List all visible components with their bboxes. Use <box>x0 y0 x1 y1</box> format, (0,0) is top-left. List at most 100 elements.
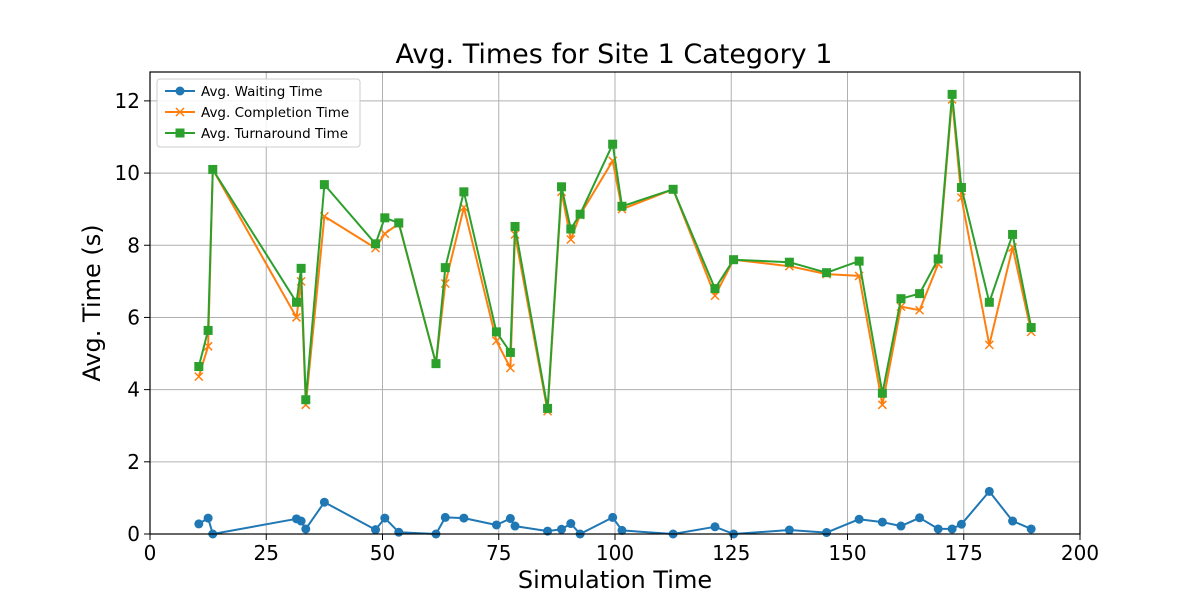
data-point <box>380 213 390 223</box>
data-point <box>947 89 957 99</box>
data-point <box>319 497 329 507</box>
x-tick-label: 125 <box>712 541 750 565</box>
data-point <box>505 363 515 373</box>
data-point <box>947 524 957 534</box>
data-point <box>710 284 720 294</box>
data-point <box>566 519 576 529</box>
data-point <box>543 526 553 536</box>
data-point <box>710 522 720 532</box>
axis-ticks: 0 25 50 75 100 125 150 175 200 0 2 4 6 8 10 12 <box>115 89 1100 565</box>
data-point <box>394 218 404 228</box>
data-point <box>1008 516 1018 526</box>
data-point <box>984 340 994 350</box>
data-point <box>575 209 585 219</box>
data-point <box>1026 323 1036 333</box>
data-point <box>557 524 567 534</box>
data-point <box>956 519 966 529</box>
y-tick-label: 0 <box>127 522 140 546</box>
y-tick-label: 4 <box>127 378 140 402</box>
data-point <box>710 291 720 301</box>
y-axis-title: Avg. Time (s) <box>78 224 106 381</box>
data-point <box>608 139 618 149</box>
x-axis-title: Simulation Time <box>518 566 712 594</box>
data-point <box>291 297 301 307</box>
data-point <box>491 520 501 530</box>
data-point <box>459 513 469 523</box>
legend-label: Avg. Waiting Time <box>201 84 323 100</box>
data-point <box>915 513 925 523</box>
data-point <box>194 519 204 529</box>
data-point <box>380 229 390 239</box>
data-point <box>784 257 794 267</box>
legend-marker <box>175 128 185 138</box>
data-point <box>505 347 515 357</box>
data-point <box>380 513 390 523</box>
data-point <box>1008 229 1018 239</box>
data-point <box>505 513 515 523</box>
data-point <box>371 525 381 535</box>
x-tick-label: 25 <box>254 541 279 565</box>
data-point <box>896 294 906 304</box>
data-point <box>915 289 925 299</box>
data-point <box>1026 524 1036 534</box>
legend-box <box>156 78 361 148</box>
data-point <box>431 359 441 369</box>
data-point <box>608 512 618 522</box>
legend-label: Avg. Turnaround Time <box>201 126 348 142</box>
data-point <box>301 524 311 534</box>
data-point <box>394 527 404 537</box>
data-point <box>291 312 302 322</box>
series-avg-waiting-time <box>194 486 1036 539</box>
legend-marker <box>175 86 185 96</box>
data-point <box>984 486 994 496</box>
data-point <box>617 201 627 211</box>
series-layer <box>194 89 1036 539</box>
x-tick-label: 150 <box>828 541 866 565</box>
x-tick-label: 100 <box>596 541 634 565</box>
x-tick-label: 175 <box>945 541 983 565</box>
legend: Avg. Waiting Time Avg. Completion Time Avg… <box>156 78 361 148</box>
y-tick-label: 6 <box>127 305 140 329</box>
data-point <box>566 234 576 245</box>
data-point <box>729 255 739 265</box>
data-point <box>668 184 678 194</box>
x-tick-label: 200 <box>1061 541 1099 565</box>
data-point <box>933 254 943 264</box>
data-point <box>301 395 311 405</box>
data-point <box>510 221 520 231</box>
data-point <box>933 524 943 534</box>
data-point <box>984 297 994 307</box>
data-point <box>440 512 450 522</box>
y-tick-label: 8 <box>127 233 140 257</box>
data-point <box>510 521 520 531</box>
data-point <box>203 325 213 335</box>
data-point <box>491 336 501 346</box>
data-point <box>296 263 306 273</box>
y-tick-label: 12 <box>115 89 140 113</box>
chart-title: Avg. Times for Site 1 Category 1 <box>396 39 833 70</box>
x-tick-label: 50 <box>370 541 395 565</box>
legend-label: Avg. Completion Time <box>201 105 349 121</box>
data-point <box>296 516 306 526</box>
data-point <box>877 388 887 398</box>
y-tick-label: 10 <box>115 161 140 185</box>
y-tick-label: 2 <box>127 450 140 474</box>
data-point <box>203 513 213 523</box>
data-point <box>784 525 794 535</box>
data-point <box>194 372 204 382</box>
data-point <box>822 268 832 278</box>
data-point <box>459 187 469 197</box>
data-point <box>915 305 925 315</box>
data-point <box>822 528 832 538</box>
data-point <box>440 263 450 273</box>
legend-marker <box>175 107 185 117</box>
data-point <box>617 525 627 535</box>
data-point <box>194 362 204 372</box>
data-point <box>854 256 864 266</box>
data-point <box>877 517 887 527</box>
x-tick-label: 0 <box>144 541 157 565</box>
data-point <box>491 327 501 337</box>
data-point <box>208 164 218 174</box>
x-tick-label: 75 <box>486 541 511 565</box>
